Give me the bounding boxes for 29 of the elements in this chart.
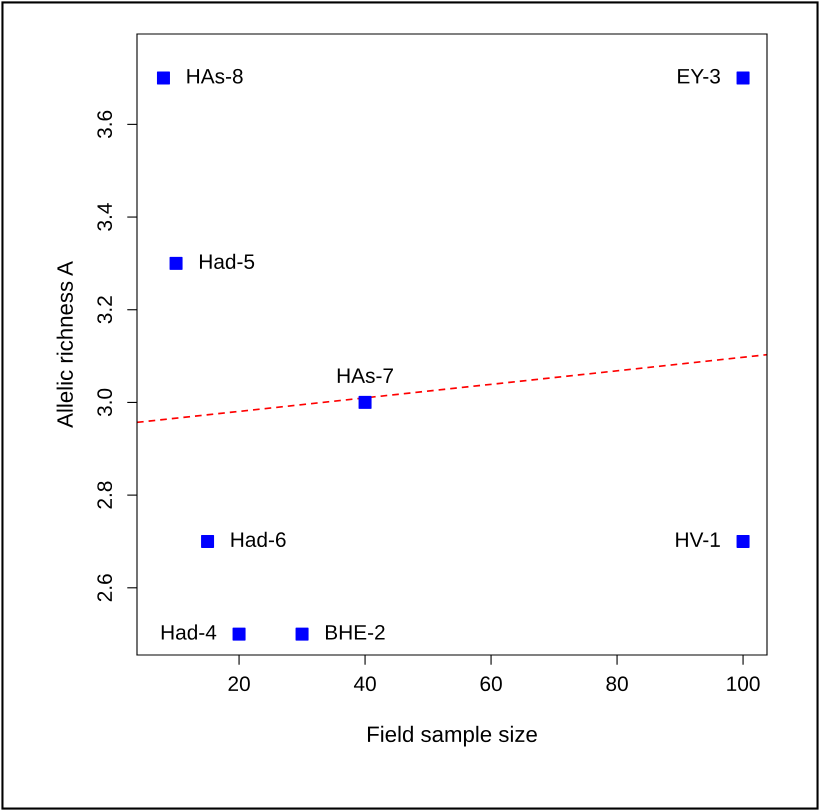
- point: [170, 256, 183, 270]
- y-axis-title: Allelic richness A: [56, 261, 73, 428]
- y-tick-label: 3.0: [97, 388, 112, 416]
- y-tick-label: 2.8: [97, 482, 112, 509]
- annotation: Had-4: [162, 624, 216, 640]
- point: [232, 628, 246, 641]
- x-tick-label: 60: [480, 676, 502, 692]
- point: [201, 534, 214, 548]
- point: [358, 396, 372, 409]
- annotation: Had-5: [200, 254, 254, 269]
- x-tick-label: 40: [354, 676, 376, 692]
- y-tick-label: 3.2: [97, 296, 112, 324]
- point: [736, 72, 750, 85]
- annotation: Had-6: [231, 532, 286, 548]
- y-tick-label: 3.6: [97, 110, 112, 138]
- annotation: BHE-2: [326, 624, 385, 640]
- point: [736, 534, 750, 548]
- point: [156, 72, 170, 85]
- annotation: HV-1: [676, 532, 720, 547]
- x-tick-label: 20: [228, 676, 250, 692]
- point: [296, 628, 309, 641]
- x-axis-title: Field sample size: [368, 726, 537, 747]
- x-tick-label: 100: [727, 676, 760, 692]
- annotation: HAs-8: [187, 68, 243, 84]
- y-tick-label: 2.6: [97, 574, 112, 602]
- annotation: HAs-7: [338, 368, 393, 384]
- annotation: EY-3: [678, 68, 720, 84]
- x-tick-label: 80: [606, 676, 628, 692]
- y-tick-label: 3.4: [97, 203, 112, 231]
